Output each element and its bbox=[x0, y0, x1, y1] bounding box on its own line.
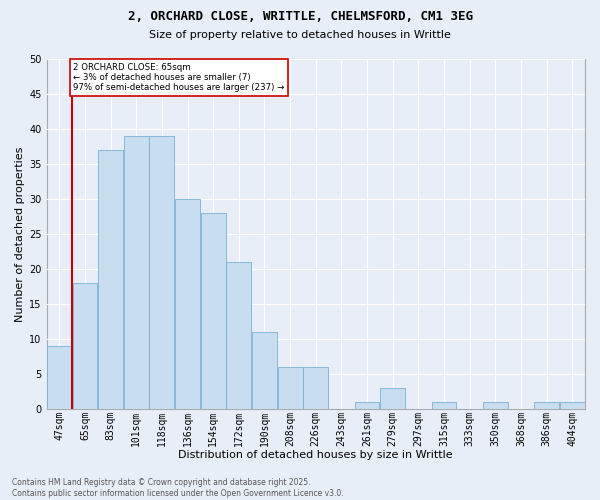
Bar bbox=[534, 402, 559, 409]
Bar bbox=[560, 402, 584, 409]
Y-axis label: Number of detached properties: Number of detached properties bbox=[15, 146, 25, 322]
Bar bbox=[431, 402, 457, 409]
Bar bbox=[252, 332, 277, 409]
X-axis label: Distribution of detached houses by size in Writtle: Distribution of detached houses by size … bbox=[178, 450, 453, 460]
Bar bbox=[304, 367, 328, 409]
Bar bbox=[149, 136, 175, 409]
Bar bbox=[380, 388, 405, 409]
Bar bbox=[47, 346, 72, 409]
Text: 2, ORCHARD CLOSE, WRITTLE, CHELMSFORD, CM1 3EG: 2, ORCHARD CLOSE, WRITTLE, CHELMSFORD, C… bbox=[128, 10, 473, 23]
Bar bbox=[226, 262, 251, 409]
Bar bbox=[73, 283, 97, 409]
Bar bbox=[278, 367, 302, 409]
Bar bbox=[201, 213, 226, 409]
Text: Size of property relative to detached houses in Writtle: Size of property relative to detached ho… bbox=[149, 30, 451, 40]
Bar bbox=[124, 136, 149, 409]
Text: 2 ORCHARD CLOSE: 65sqm
← 3% of detached houses are smaller (7)
97% of semi-detac: 2 ORCHARD CLOSE: 65sqm ← 3% of detached … bbox=[73, 62, 285, 92]
Bar bbox=[98, 150, 123, 409]
Text: Contains HM Land Registry data © Crown copyright and database right 2025.
Contai: Contains HM Land Registry data © Crown c… bbox=[12, 478, 344, 498]
Bar bbox=[483, 402, 508, 409]
Bar bbox=[355, 402, 379, 409]
Bar bbox=[175, 199, 200, 409]
